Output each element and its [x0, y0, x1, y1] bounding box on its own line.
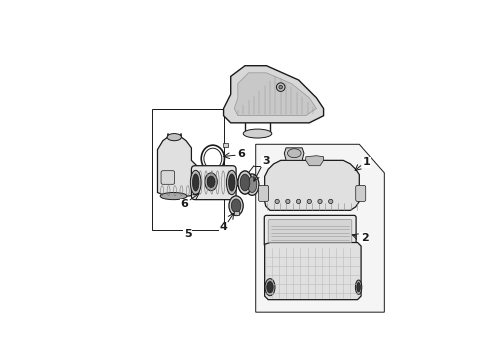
FancyBboxPatch shape — [264, 215, 356, 247]
Ellipse shape — [240, 174, 250, 191]
Text: 1: 1 — [363, 157, 370, 167]
Ellipse shape — [207, 176, 215, 188]
Ellipse shape — [247, 177, 257, 193]
Ellipse shape — [245, 174, 259, 195]
Circle shape — [318, 199, 322, 203]
Circle shape — [279, 85, 283, 89]
Ellipse shape — [226, 170, 237, 195]
Polygon shape — [256, 144, 384, 312]
Ellipse shape — [265, 279, 275, 296]
Ellipse shape — [229, 196, 243, 216]
Ellipse shape — [231, 199, 241, 212]
Circle shape — [276, 83, 285, 91]
Bar — [234, 211, 239, 215]
Ellipse shape — [357, 283, 360, 292]
Text: 6: 6 — [238, 149, 245, 159]
Text: 4: 4 — [220, 222, 227, 232]
Bar — [223, 143, 228, 147]
Ellipse shape — [160, 193, 187, 200]
Ellipse shape — [238, 171, 252, 194]
Circle shape — [307, 199, 312, 203]
Ellipse shape — [167, 134, 181, 141]
FancyBboxPatch shape — [192, 166, 236, 200]
Polygon shape — [306, 156, 323, 166]
FancyBboxPatch shape — [268, 220, 352, 243]
Ellipse shape — [204, 148, 222, 169]
Polygon shape — [284, 148, 304, 160]
Circle shape — [296, 199, 301, 203]
Circle shape — [275, 199, 279, 203]
Ellipse shape — [201, 145, 224, 172]
Text: 3: 3 — [262, 156, 270, 166]
Polygon shape — [223, 66, 323, 123]
Ellipse shape — [243, 129, 272, 138]
Ellipse shape — [190, 170, 201, 195]
FancyBboxPatch shape — [259, 185, 269, 202]
Bar — [152, 109, 223, 230]
Polygon shape — [157, 135, 211, 196]
Text: 2: 2 — [361, 233, 368, 243]
Circle shape — [329, 199, 333, 203]
FancyBboxPatch shape — [356, 185, 366, 202]
Ellipse shape — [193, 174, 199, 191]
Text: 5: 5 — [184, 229, 192, 239]
Ellipse shape — [355, 280, 362, 294]
Ellipse shape — [267, 282, 273, 293]
FancyBboxPatch shape — [161, 171, 174, 184]
Polygon shape — [265, 160, 359, 210]
Polygon shape — [234, 73, 317, 116]
Circle shape — [286, 199, 290, 203]
Text: 6: 6 — [180, 199, 188, 209]
Ellipse shape — [288, 149, 301, 158]
Polygon shape — [265, 243, 361, 300]
Ellipse shape — [228, 174, 235, 191]
Ellipse shape — [205, 173, 218, 191]
